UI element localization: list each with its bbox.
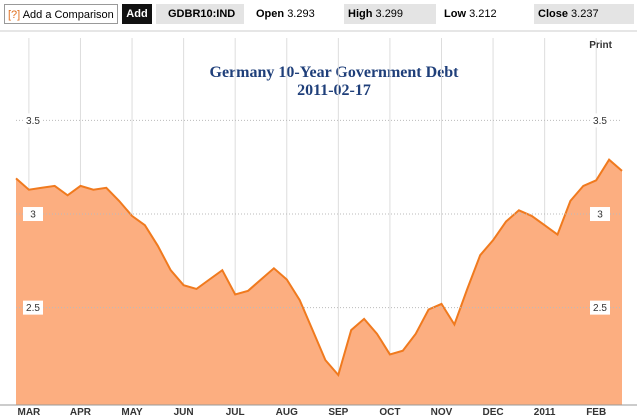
- high-label: High: [348, 8, 373, 20]
- ticker: GDBR10:IND: [156, 4, 244, 24]
- help[interactable]: [?]: [8, 9, 21, 21]
- y-tick-label-left: 2.5: [26, 303, 40, 314]
- area: [16, 159, 622, 405]
- y-tick-label-right: 2.5: [593, 303, 607, 314]
- x-tick-label: 2011: [534, 407, 556, 418]
- y-tick-label-left: 3: [30, 210, 36, 221]
- tick-label-box: [590, 113, 610, 128]
- x-tick-label: SEP: [328, 407, 348, 418]
- toolbar: [?] Add a Comparison Add GDBR10:IND Open…: [0, 0, 637, 28]
- x-tick-label: DEC: [483, 407, 504, 418]
- comparison-input[interactable]: [?] Add a Comparison: [4, 4, 118, 24]
- x-tick-label: JUL: [226, 407, 245, 418]
- x-tick-label: JUN: [174, 407, 194, 418]
- x-tick-label: AUG: [276, 407, 298, 418]
- print-link[interactable]: Print: [589, 40, 612, 51]
- chart-subtitle: 2011-02-17: [297, 82, 371, 99]
- tick-label-box: [23, 113, 43, 128]
- open-label: Open: [256, 8, 285, 20]
- x-tick-label: MAR: [18, 407, 42, 418]
- line: [15, 158, 623, 378]
- high-value: 3.299: [375, 8, 404, 20]
- chart-title: Germany 10-Year Government Debt: [210, 64, 460, 81]
- close-label: Close: [538, 8, 568, 20]
- y-tick-label-right: 3.5: [593, 116, 607, 127]
- tick-label-box: [23, 207, 43, 222]
- open-value: 3.293: [287, 8, 315, 20]
- x-tick-label: OCT: [379, 407, 400, 418]
- x-tick-label: NOV: [431, 407, 453, 418]
- x-tick-label: MAY: [121, 407, 143, 418]
- low-label: Low: [444, 8, 466, 20]
- tick-label-box: [590, 300, 610, 315]
- tick-label-box: [590, 207, 610, 222]
- tick-label-box: [23, 300, 43, 315]
- placeholder: Add a Comparison: [22, 9, 114, 21]
- low-value: 3.212: [469, 8, 497, 20]
- x-tick-label: APR: [70, 407, 92, 418]
- y-tick-label-right: 3: [597, 210, 603, 221]
- high: High 3.299: [344, 4, 436, 24]
- x-tick-label: FEB: [586, 407, 606, 418]
- y-tick-label-left: 3.5: [26, 116, 40, 127]
- open: Open 3.293: [252, 4, 338, 24]
- low: Low 3.212: [442, 4, 528, 24]
- close: Close 3.237: [534, 4, 634, 24]
- close-value: 3.237: [571, 8, 599, 20]
- add-button[interactable]: Add: [122, 4, 152, 24]
